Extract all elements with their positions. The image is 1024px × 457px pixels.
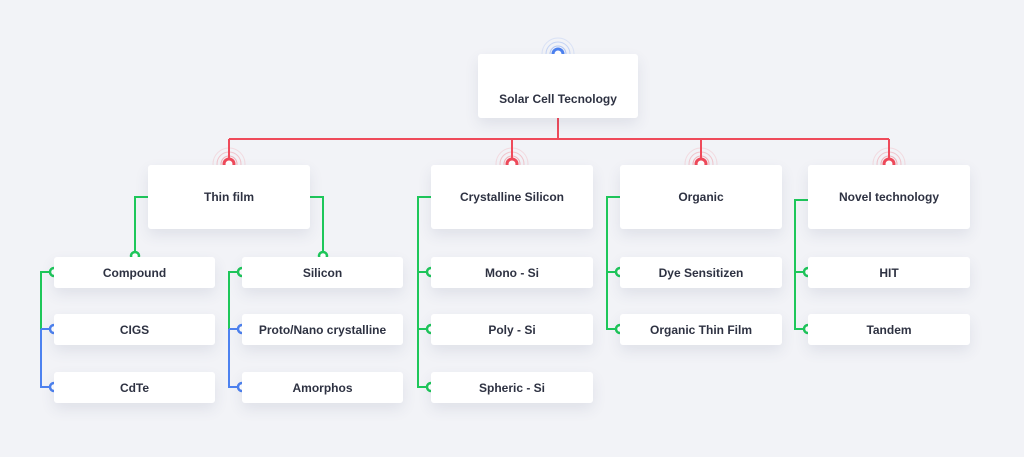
group-node[interactable]: Compound [54, 257, 215, 288]
item-node-label: Tandem [866, 322, 912, 337]
category-node-label: Organic [678, 190, 724, 204]
group-connector [134, 196, 148, 256]
bracket-line [228, 329, 242, 388]
item-node-label: Spheric - Si [478, 380, 546, 395]
item-node[interactable]: Spheric - Si [431, 372, 593, 403]
item-node-label: Organic Thin Film [649, 322, 752, 337]
category-node-label: Thin film [204, 190, 254, 204]
item-node[interactable]: Dye Sensitizen [620, 257, 782, 288]
category-node[interactable]: Organic [620, 165, 782, 229]
root-node[interactable]: Solar Cell Tecnology [478, 54, 638, 118]
item-node-label: CdTe [119, 380, 150, 395]
bracket-line [40, 329, 54, 388]
category-node[interactable]: Novel technology [808, 165, 970, 229]
bracket-line [228, 271, 242, 329]
category-node[interactable]: Crystalline Silicon [431, 165, 593, 229]
item-node-label: Proto/Nano crystalline [258, 322, 387, 337]
item-node[interactable]: Proto/Nano crystalline [242, 314, 403, 345]
item-node-label: Poly - Si [488, 322, 536, 337]
item-node[interactable]: Organic Thin Film [620, 314, 782, 345]
item-node-label: CIGS [119, 322, 150, 337]
category-node-label: Novel technology [838, 190, 939, 204]
item-node-label: Dye Sensitizen [658, 265, 744, 280]
bracket-line [606, 196, 620, 330]
item-node[interactable]: CIGS [54, 314, 215, 345]
item-node[interactable]: Poly - Si [431, 314, 593, 345]
bracket-line [417, 196, 431, 388]
item-node-label: HIT [879, 265, 899, 280]
item-node[interactable]: HIT [808, 257, 970, 288]
group-connector [310, 196, 324, 256]
item-node[interactable]: Tandem [808, 314, 970, 345]
group-node-label: Compound [102, 265, 167, 280]
bracket-line [40, 271, 54, 329]
category-node-label: Crystalline Silicon [459, 190, 565, 204]
item-node[interactable]: Mono - Si [431, 257, 593, 288]
group-node[interactable]: Silicon [242, 257, 403, 288]
category-node[interactable]: Thin film [148, 165, 310, 229]
bracket-line [794, 199, 808, 330]
item-node[interactable]: CdTe [54, 372, 215, 403]
item-node[interactable]: Amorphos [242, 372, 403, 403]
item-node-label: Amorphos [292, 380, 353, 395]
root-node-label: Solar Cell Tecnology [499, 92, 617, 106]
item-node-label: Mono - Si [485, 265, 539, 280]
group-node-label: Silicon [302, 265, 343, 280]
